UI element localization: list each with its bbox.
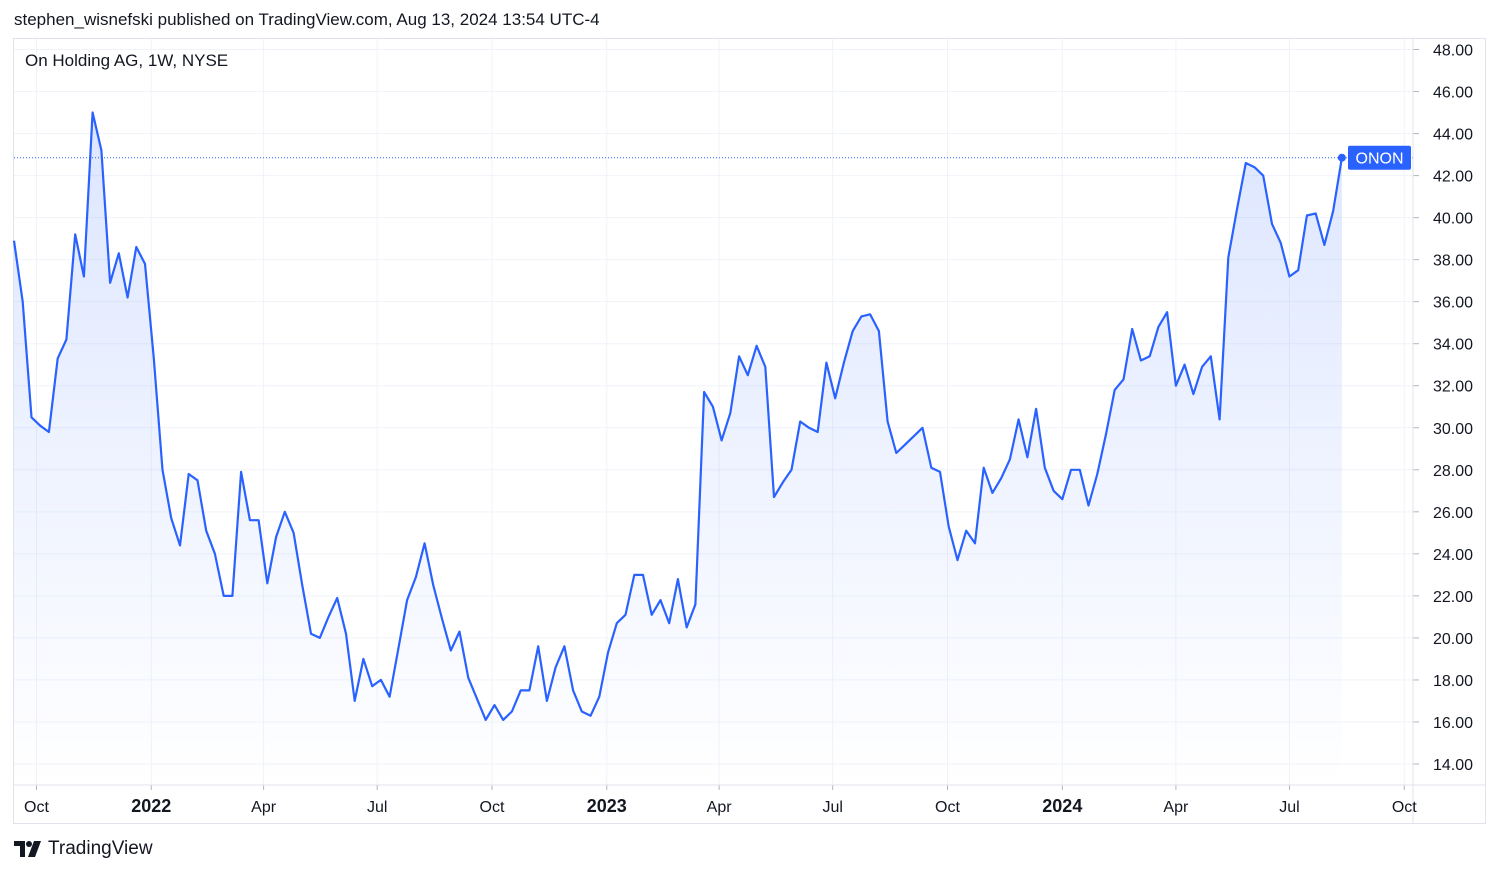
x-tick-label: Apr [707, 799, 733, 816]
symbol-title: On Holding AG, 1W, NYSE [25, 51, 228, 70]
tradingview-logo-icon [14, 841, 41, 857]
y-tick-label: 20.00 [1433, 631, 1473, 648]
y-tick-label: 22.00 [1433, 589, 1473, 606]
tradingview-branding[interactable]: TradingView [14, 838, 153, 860]
y-tick-label: 14.00 [1433, 757, 1473, 774]
y-tick-label: 42.00 [1433, 169, 1473, 186]
series-line [12, 111, 1343, 721]
symbol-badge [1348, 145, 1411, 170]
x-tick-label: Apr [251, 799, 277, 816]
y-tick-label: 44.00 [1433, 127, 1473, 144]
last-price-dot [1337, 153, 1346, 162]
brand-name: TradingView [48, 838, 153, 859]
y-tick-label: 48.00 [1433, 43, 1473, 60]
y-tick-label: 34.00 [1433, 337, 1473, 354]
x-axis: Oct 2022 Apr Jul Oct 2023 Apr Jul Oct 2024 Apr Jul O… [14, 784, 1485, 816]
publish-info: stephen_wisnefski published on TradingVi… [14, 10, 600, 29]
chart-frame [13, 38, 1486, 824]
y-axis: 14.00 16.00 18.00 20.00 22.00 24.00 26.00 28.00… [1412, 39, 1473, 823]
y-tick-label: 24.00 [1433, 547, 1473, 564]
x-tick-label: Oct [1392, 799, 1417, 816]
x-tick-label: Apr [1163, 799, 1189, 816]
y-tick-label: 30.00 [1433, 421, 1473, 438]
x-tick-label: Oct [935, 799, 960, 816]
price-line [12, 111, 1343, 721]
y-tick-label: 28.00 [1433, 463, 1473, 480]
y-tick-label: 40.00 [1433, 211, 1473, 228]
y-tick-label: 36.00 [1433, 295, 1473, 312]
y-tick-label: 18.00 [1433, 673, 1473, 690]
x-tick-label: Oct [480, 799, 505, 816]
price-area [14, 112, 1342, 785]
y-tick-label: 46.00 [1433, 85, 1473, 102]
y-tick-label: 38.00 [1433, 253, 1473, 270]
y-tick-label: 26.00 [1433, 505, 1473, 522]
x-tick-label: Jul [822, 799, 842, 816]
y-tick-label: 16.00 [1433, 715, 1473, 732]
area-fill [14, 112, 1342, 785]
x-tick-label: 2023 [587, 796, 627, 816]
last-price-marker: ONON [14, 145, 1413, 170]
x-tick-label: Jul [367, 799, 387, 816]
x-tick-label: Oct [24, 799, 49, 816]
x-tick-label: 2022 [131, 796, 171, 816]
symbol-badge-label: ONON [1356, 151, 1404, 168]
x-tick-label: 2024 [1042, 796, 1082, 816]
y-tick-label: 32.00 [1433, 379, 1473, 396]
x-tick-label: Jul [1279, 799, 1299, 816]
